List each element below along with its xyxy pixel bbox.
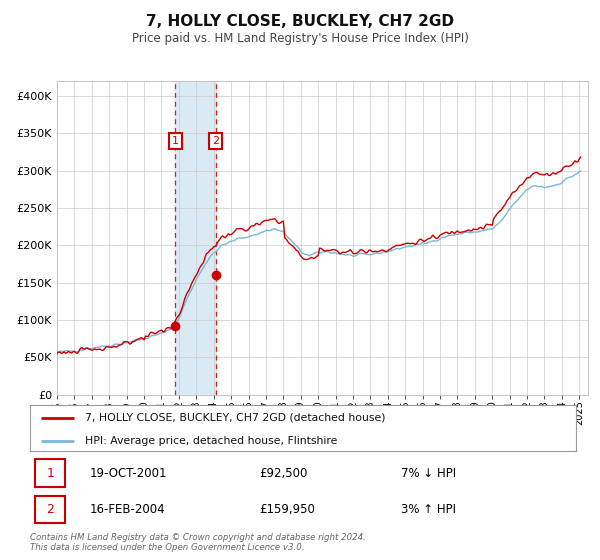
HPI: Average price, detached house, Flintshire: (2.02e+03, 2.11e+05): Average price, detached house, Flintshir… xyxy=(441,234,448,241)
7, HOLLY CLOSE, BUCKLEY, CH7 2GD (detached house) xyxy=(431,234,438,240)
Text: 1: 1 xyxy=(172,136,179,146)
7, HOLLY CLOSE, BUCKLEY, CH7 2GD (detached house) xyxy=(53,351,61,357)
Text: This data is licensed under the Open Government Licence v3.0.: This data is licensed under the Open Gov… xyxy=(30,543,305,552)
7, HOLLY CLOSE, BUCKLEY, CH7 2GD (detached house) xyxy=(325,247,332,254)
Text: £159,950: £159,950 xyxy=(259,503,315,516)
HPI: Average price, detached house, Flintshire: (2.02e+03, 2.13e+05): Average price, detached house, Flintshir… xyxy=(443,232,451,239)
Text: 7, HOLLY CLOSE, BUCKLEY, CH7 2GD (detached house): 7, HOLLY CLOSE, BUCKLEY, CH7 2GD (detach… xyxy=(85,413,385,423)
Text: 2: 2 xyxy=(46,503,54,516)
Text: £92,500: £92,500 xyxy=(259,466,308,480)
7, HOLLY CLOSE, BUCKLEY, CH7 2GD (detached house) xyxy=(235,225,242,232)
FancyBboxPatch shape xyxy=(35,459,65,487)
Bar xyxy=(175,81,216,395)
Text: 7, HOLLY CLOSE, BUCKLEY, CH7 2GD: 7, HOLLY CLOSE, BUCKLEY, CH7 2GD xyxy=(146,14,454,29)
HPI: Average price, detached house, Flintshire: (2.01e+03, 2.1e+05): Average price, detached house, Flintshir… xyxy=(235,235,242,241)
HPI: Average price, detached house, Flintshire: (2.03e+03, 3e+05): Average price, detached house, Flintshir… xyxy=(577,167,584,174)
7, HOLLY CLOSE, BUCKLEY, CH7 2GD (detached house) xyxy=(443,229,451,236)
Text: Contains HM Land Registry data © Crown copyright and database right 2024.: Contains HM Land Registry data © Crown c… xyxy=(30,533,366,542)
FancyBboxPatch shape xyxy=(35,496,65,524)
Text: 2: 2 xyxy=(212,136,220,146)
7, HOLLY CLOSE, BUCKLEY, CH7 2GD (detached house) xyxy=(508,192,515,198)
Text: 1: 1 xyxy=(46,466,54,480)
Text: Price paid vs. HM Land Registry's House Price Index (HPI): Price paid vs. HM Land Registry's House … xyxy=(131,32,469,45)
HPI: Average price, detached house, Flintshire: (2e+03, 5.75e+04): Average price, detached house, Flintshir… xyxy=(53,348,61,355)
HPI: Average price, detached house, Flintshire: (2.02e+03, 2.52e+05): Average price, detached house, Flintshir… xyxy=(508,203,515,210)
7, HOLLY CLOSE, BUCKLEY, CH7 2GD (detached house) xyxy=(441,230,448,236)
Text: 19-OCT-2001: 19-OCT-2001 xyxy=(90,466,167,480)
Text: HPI: Average price, detached house, Flintshire: HPI: Average price, detached house, Flin… xyxy=(85,436,337,446)
Text: 16-FEB-2004: 16-FEB-2004 xyxy=(90,503,166,516)
HPI: Average price, detached house, Flintshire: (2.01e+03, 1.91e+05): Average price, detached house, Flintshir… xyxy=(325,249,332,255)
Text: 7% ↓ HPI: 7% ↓ HPI xyxy=(401,466,457,480)
Line: HPI: Average price, detached house, Flintshire: HPI: Average price, detached house, Flin… xyxy=(57,171,581,352)
Text: 3% ↑ HPI: 3% ↑ HPI xyxy=(401,503,456,516)
7, HOLLY CLOSE, BUCKLEY, CH7 2GD (detached house) xyxy=(577,153,584,160)
HPI: Average price, detached house, Flintshire: (2.02e+03, 2.06e+05): Average price, detached house, Flintshir… xyxy=(431,237,438,244)
Line: 7, HOLLY CLOSE, BUCKLEY, CH7 2GD (detached house): 7, HOLLY CLOSE, BUCKLEY, CH7 2GD (detach… xyxy=(57,157,581,354)
